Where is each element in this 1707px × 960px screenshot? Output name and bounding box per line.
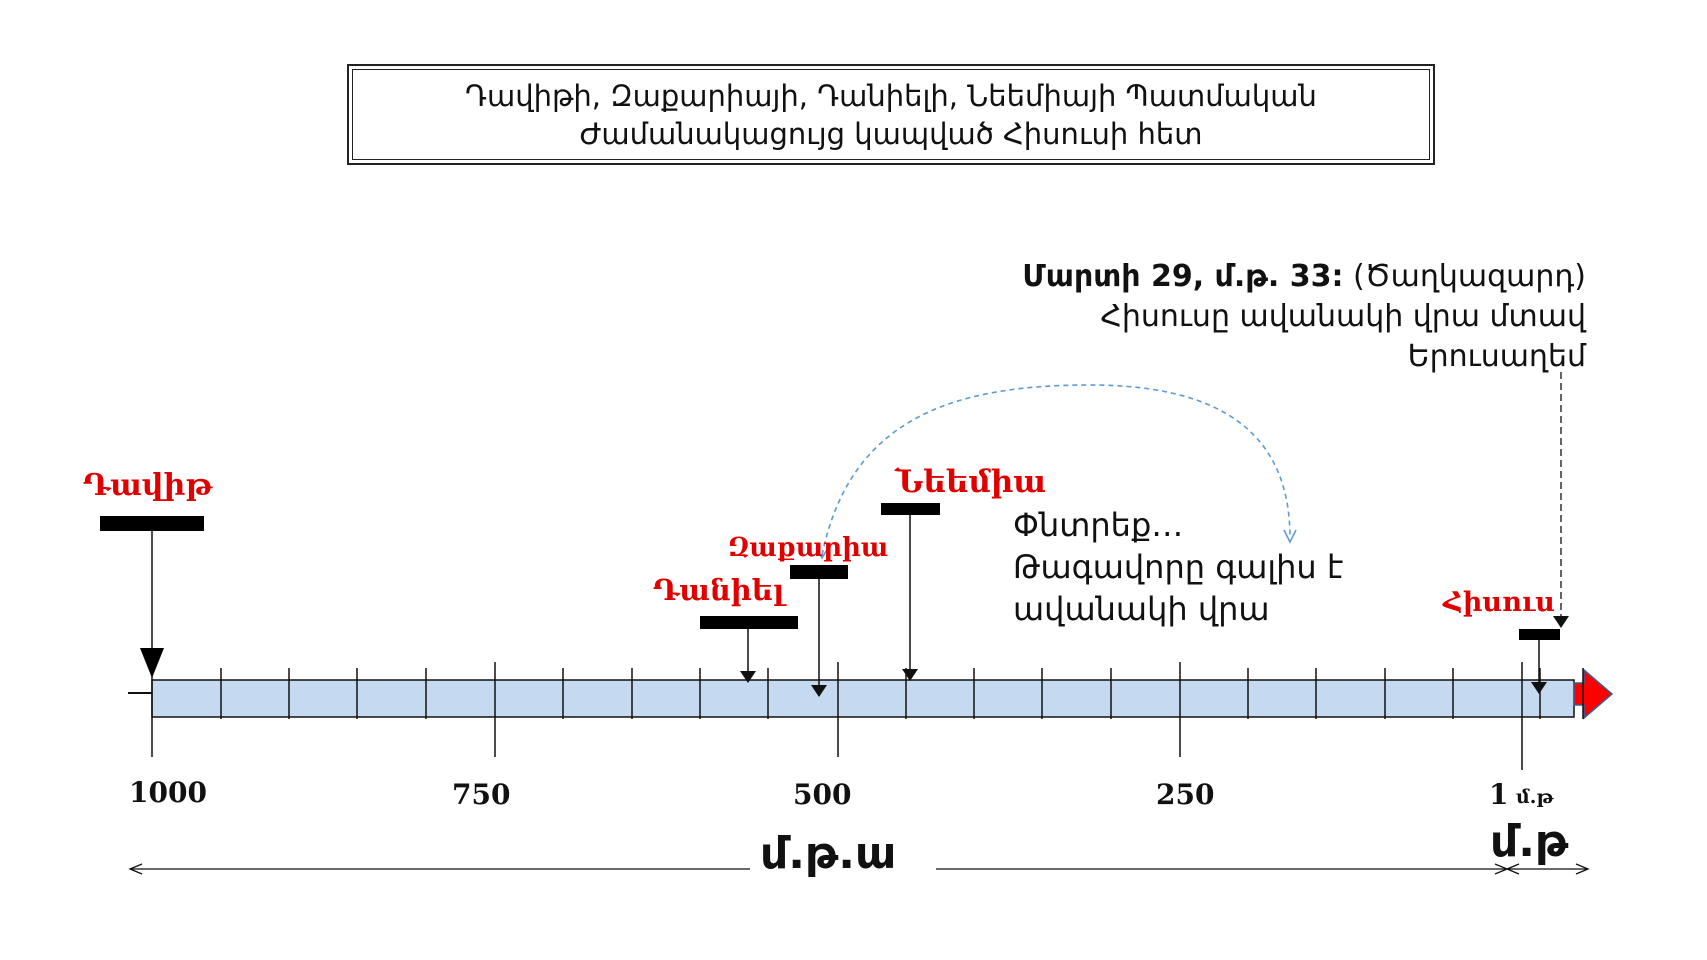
palm-sunday-note: Մարտի 29, մ.թ. 33: (Ծաղկազարդ) Հիսուսը ա…: [1022, 257, 1586, 377]
timeline-bar: [151, 679, 1575, 718]
tick-label-750: 750: [452, 778, 511, 811]
prophecy-line-3: ավանակի վրա: [1013, 590, 1270, 628]
prophecy-arc-end: [1283, 529, 1297, 544]
era-label-ad: մ.թ: [1490, 816, 1569, 867]
label-nehemiah: Նեեմիա: [895, 464, 1047, 500]
prophecy-arc: [821, 384, 1291, 556]
minor-ticks: [220, 668, 1584, 719]
prophecy-text: Փնտրեք… Թագավորը գալիս է ավանակի վրա: [1013, 504, 1343, 630]
timeline-end-arrow: [1573, 668, 1614, 720]
era-label-bc: մ.թ.ա: [760, 828, 897, 879]
title-line-1: Դավիթի, Զաքարիայի, Դանիելի, Նեեմիայի Պատ…: [465, 78, 1317, 113]
note-line-3: Երուսաղեմ: [1407, 339, 1586, 374]
david-arrow: [140, 648, 164, 678]
nehemiah-bar: [881, 503, 940, 515]
prophecy-line-2: Թագավորը գալիս է: [1013, 548, 1344, 586]
prophecy-line-1: Փնտրեք…: [1013, 506, 1184, 544]
label-jesus: Հիսուս: [1443, 587, 1555, 618]
label-david: Դավիթ: [83, 468, 213, 503]
tick-label-250: 250: [1156, 778, 1215, 811]
title-line-2: Ժամանակացույց կապված Հիսուսի հետ: [579, 116, 1203, 151]
tick-label-1-suffix: մ.թ: [1516, 786, 1554, 808]
prophecy-arc-start: [815, 547, 829, 560]
daniel-bar: [700, 616, 798, 629]
jesus-bar: [1519, 629, 1560, 640]
title-inner: Դավիթի, Զաքարիայի, Դանիելի, Նեեմիայի Պատ…: [352, 69, 1430, 160]
note-tag: (Ծաղկազարդ): [1353, 259, 1586, 294]
zechariah-bar: [790, 565, 848, 579]
note-line-1: Մարտի 29, մ.թ. 33: (Ծաղկազարդ): [1022, 257, 1586, 297]
tick-label-500: 500: [793, 778, 852, 811]
david-bar: [100, 516, 204, 531]
title-box: Դավիթի, Զաքարիայի, Դանիելի, Նեեմիայի Պատ…: [347, 64, 1435, 165]
label-zechariah: Զաքարիա: [728, 533, 889, 563]
label-daniel: Դանիել: [653, 573, 785, 607]
note-date: Մարտի 29, մ.թ. 33:: [1022, 259, 1344, 294]
note-line-2: Հիսուսը ավանակի վրա մտավ: [1100, 299, 1586, 334]
tick-label-1: 1: [1489, 778, 1509, 811]
major-ticks: [151, 662, 1523, 770]
tick-label-1000: 1000: [129, 776, 207, 809]
